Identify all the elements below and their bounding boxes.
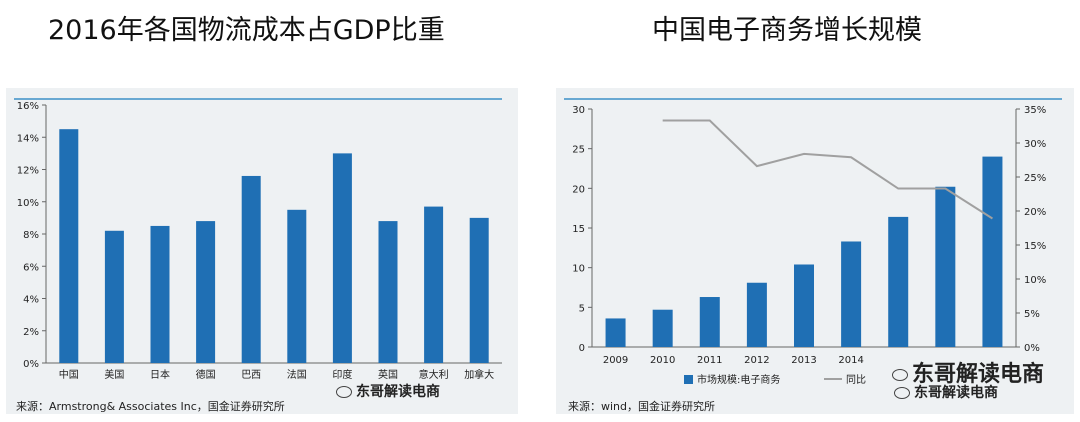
x-tick-label: 2010	[650, 355, 675, 366]
bar-2011	[699, 297, 720, 347]
bar-加拿大	[469, 217, 489, 363]
x-tick-label: 2012	[744, 355, 769, 366]
bar-2013	[794, 264, 814, 347]
bar-2009	[605, 318, 626, 347]
right-chart-source: 来源：wind，国金证券研究所	[568, 400, 716, 413]
bar-巴西	[241, 175, 261, 363]
left-y-tick-label: 5	[579, 303, 585, 314]
right-y-tick-label: 10%	[1024, 275, 1046, 286]
right-watermark-small: 东哥解读电商	[894, 382, 998, 402]
y-tick-label: 16%	[17, 101, 39, 112]
x-tick-label: 2014	[838, 355, 863, 366]
y-tick-label: 0%	[23, 359, 39, 370]
bar-2012	[746, 282, 767, 347]
x-tick-label: 法国	[287, 368, 307, 381]
bar-2014	[841, 241, 862, 347]
growth-rate-line	[662, 119, 993, 220]
bar-英国	[378, 221, 398, 363]
x-tick-label: 2011	[697, 355, 722, 366]
y-tick-label: 4%	[23, 295, 39, 306]
right-y-tick-label: 25%	[1024, 173, 1046, 184]
x-tick-label: 日本	[150, 368, 170, 381]
bar-中国	[59, 129, 79, 363]
bar-印度	[332, 153, 352, 363]
wechat-icon	[892, 369, 908, 381]
x-tick-label: 印度	[332, 368, 352, 381]
left-chart-panel: 0% 2% 4% 6% 8% 10% 12% 14% 16% 中国 美国 日本 德国 巴西 法国 印度 英国 意大…	[6, 88, 518, 414]
wechat-icon	[894, 387, 910, 399]
x-tick-label: 意大利	[419, 368, 449, 381]
bar-日本	[150, 225, 170, 363]
x-tick-label: 德国	[196, 368, 216, 381]
bar-法国	[287, 209, 307, 363]
right-chart-title: 中国电子商务增长规模	[652, 15, 922, 46]
legend-swatch-bar	[684, 375, 693, 384]
left-chart-source: 来源：Armstrong& Associates Inc，国金证券研究所	[16, 400, 285, 413]
right-y-tick-label: 20%	[1024, 207, 1046, 218]
right-y-tick-label: 15%	[1024, 241, 1046, 252]
bar-2017	[982, 156, 1003, 347]
y-tick-label: 8%	[23, 230, 39, 241]
bar-德国	[196, 221, 216, 363]
y-tick-label: 2%	[23, 327, 39, 338]
wechat-icon	[336, 386, 352, 398]
y-tick-label: 6%	[23, 262, 39, 273]
right-y-tick-label: 35%	[1024, 105, 1046, 116]
y-tick-label: 10%	[17, 198, 39, 209]
left-y-tick-label: 15	[572, 224, 585, 235]
right-chart-svg: 0 5 10 15 20 25 30 0% 5% 10% 15% 20% 25% 30% 35% 2009 20…	[564, 98, 1062, 386]
bar-2016	[935, 186, 956, 347]
x-tick-label: 2013	[791, 355, 816, 366]
x-tick-label: 加拿大	[464, 368, 494, 381]
left-watermark: 东哥解读电商	[336, 381, 440, 401]
x-tick-label: 中国	[59, 368, 79, 381]
y-tick-label: 12%	[17, 166, 39, 177]
left-chart-title: 2016年各国物流成本占GDP比重	[48, 15, 445, 46]
left-chart-svg: 0% 2% 4% 6% 8% 10% 12% 14% 16% 中国 美国 日本 德国 巴西 法国 印度 英国 意大…	[14, 98, 502, 381]
x-tick-label: 2009	[603, 355, 628, 366]
bar-2010	[652, 309, 673, 347]
x-tick-label: 美国	[104, 368, 124, 381]
bar-2015	[888, 216, 909, 347]
left-y-tick-label: 25	[572, 145, 585, 156]
bar-美国	[104, 230, 124, 363]
right-watermark-large: 东哥解读电商	[892, 356, 1044, 388]
legend-label-bar: 市场规模:电子商务	[697, 373, 780, 386]
left-y-tick-label: 30	[572, 105, 585, 116]
left-watermark-text: 东哥解读电商	[356, 384, 440, 400]
left-y-tick-label: 0	[579, 343, 585, 354]
right-watermark-large-text: 东哥解读电商	[912, 362, 1045, 387]
left-y-tick-label: 10	[572, 264, 585, 275]
left-y-tick-label: 20	[572, 184, 585, 195]
right-watermark-small-text: 东哥解读电商	[914, 385, 998, 401]
right-chart-panel: 0 5 10 15 20 25 30 0% 5% 10% 15% 20% 25% 30% 35% 2009 20…	[556, 88, 1074, 414]
x-tick-label: 巴西	[241, 369, 261, 381]
y-tick-label: 14%	[17, 133, 39, 144]
bar-意大利	[424, 206, 444, 363]
right-y-tick-label: 0%	[1024, 343, 1040, 354]
right-y-tick-label: 5%	[1024, 309, 1040, 320]
legend-label-line: 同比	[846, 374, 866, 386]
x-tick-label: 英国	[378, 368, 398, 381]
right-y-tick-label: 30%	[1024, 139, 1046, 150]
